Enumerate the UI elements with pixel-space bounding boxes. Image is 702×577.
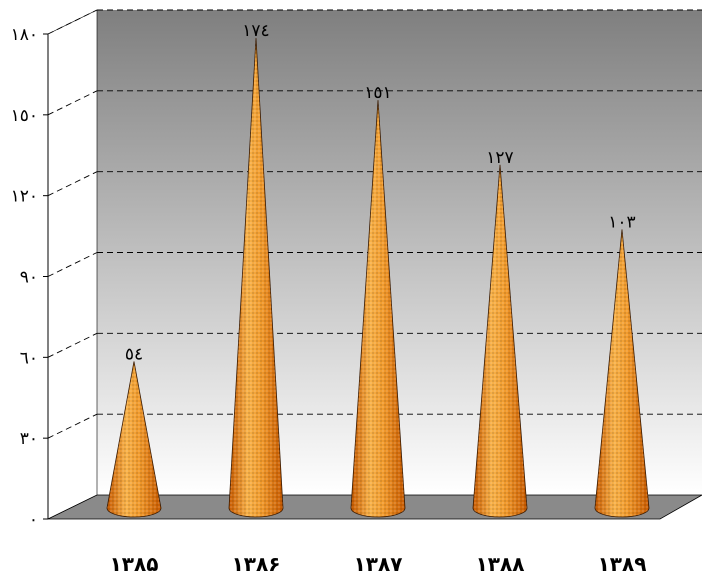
data-label: ١٧٤ bbox=[242, 21, 269, 41]
cone-bar-texture bbox=[229, 38, 283, 518]
gridline-side bbox=[47, 9, 98, 35]
x-category-label: ۱۳۸۷ bbox=[354, 552, 403, 576]
gridline-side bbox=[47, 413, 98, 439]
gridlines bbox=[47, 9, 702, 439]
x-category-label: ۱۳۸۵ bbox=[110, 552, 159, 576]
y-tick-label: ٣٠ bbox=[20, 429, 38, 449]
data-label: ١٠٣ bbox=[608, 212, 635, 232]
plot-side-wall bbox=[47, 9, 98, 520]
y-tick-label: ٦٠ bbox=[20, 348, 38, 368]
labels: ٥٤ ۱۳۸۵ ١٧٤ ۱۳۸۶ ١٥١ ۱۳۸۷ ١٢٧ ۱۳۸۸ ١٠٣ ۱۳۸۹ bbox=[110, 21, 647, 576]
x-category-label: ۱۳۸۸ bbox=[476, 552, 525, 576]
data-label: ٥٤ bbox=[125, 345, 143, 365]
y-axis: ٠ ٣٠ ٦٠ ٩٠ ١٢٠ ١٥٠ ١٨٠ bbox=[11, 25, 49, 530]
y-tick-label: ١٥٠ bbox=[11, 106, 38, 126]
cones bbox=[106, 38, 650, 518]
cone-bar-texture bbox=[351, 100, 405, 517]
data-label: ١٢٧ bbox=[486, 148, 513, 168]
gridline-side bbox=[47, 332, 98, 358]
y-tick-label: ٠ bbox=[29, 510, 38, 530]
data-label: ١٥١ bbox=[364, 83, 391, 103]
cone-bar-texture bbox=[473, 164, 527, 518]
y-tick-label: ١٢٠ bbox=[11, 187, 38, 207]
gridline-side bbox=[47, 171, 98, 197]
gridline-side bbox=[47, 252, 98, 277]
x-category-label: ۱۳۸۶ bbox=[232, 552, 281, 576]
cone-bar-texture bbox=[595, 229, 649, 517]
gridline-side bbox=[47, 90, 98, 116]
y-tick-label: ٩٠ bbox=[20, 268, 38, 288]
cone-bar-texture bbox=[107, 361, 161, 517]
y-tick-label: ١٨٠ bbox=[11, 25, 38, 45]
x-category-label: ۱۳۸۹ bbox=[598, 552, 647, 576]
